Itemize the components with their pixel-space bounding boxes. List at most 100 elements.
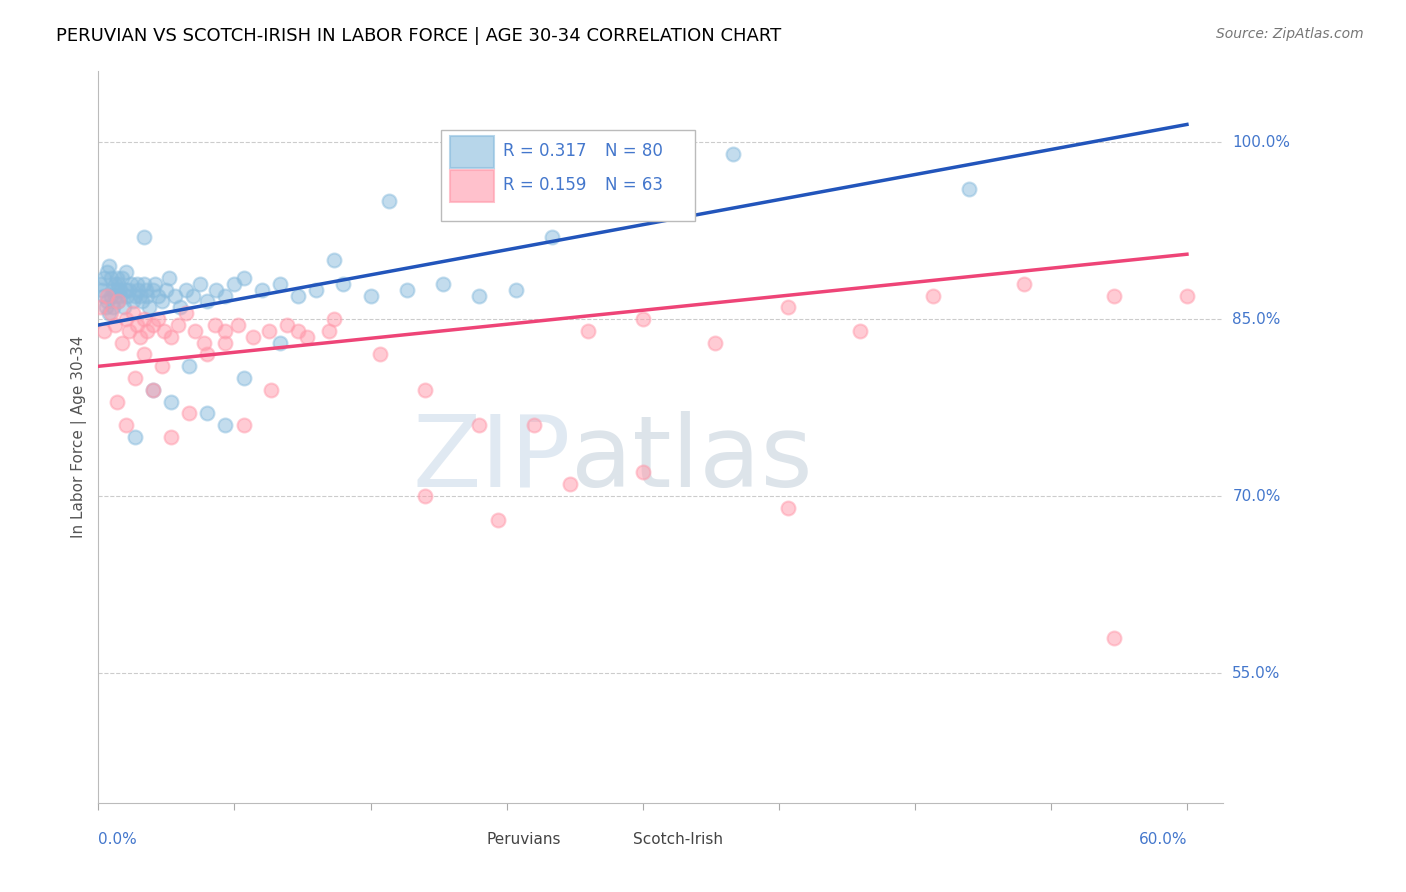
Point (957, 182, 980, 196)
Point (108, 283, 131, 297)
Point (377, 194, 399, 208)
Point (204, 318, 226, 332)
Point (150, 359, 173, 374)
Point (169, 301, 191, 315)
Point (395, 283, 418, 297)
Point (124, 430, 146, 444)
Text: Source: ZipAtlas.com: Source: ZipAtlas.com (1216, 27, 1364, 41)
Point (132, 277, 155, 291)
Text: PERUVIAN VS SCOTCH-IRISH IN LABOR FORCE | AGE 30-34 CORRELATION CHART: PERUVIAN VS SCOTCH-IRISH IN LABOR FORCE … (56, 27, 782, 45)
Y-axis label: In Labor Force | Age 30-34: In Labor Force | Age 30-34 (72, 335, 87, 539)
Text: atlas: atlas (571, 410, 813, 508)
Text: N = 63: N = 63 (605, 176, 662, 194)
Point (776, 500, 799, 515)
Point (124, 371, 146, 385)
Point (96, 294, 118, 309)
Point (114, 265, 136, 279)
Point (257, 324, 280, 338)
Point (776, 301, 799, 315)
Point (143, 277, 166, 291)
Text: 0.0%: 0.0% (98, 832, 138, 847)
Point (468, 418, 491, 433)
Point (295, 330, 318, 344)
Point (111, 270, 134, 285)
Point (704, 335, 727, 350)
Point (413, 489, 436, 503)
Point (631, 312, 654, 326)
Point (112, 301, 135, 315)
Point (214, 324, 236, 338)
Point (631, 466, 654, 480)
Point (108, 288, 131, 302)
FancyBboxPatch shape (450, 136, 495, 168)
Point (155, 283, 177, 297)
Point (104, 277, 127, 291)
Point (1104, 288, 1126, 302)
Text: 100.0%: 100.0% (1232, 135, 1291, 150)
Text: 60.0%: 60.0% (1139, 832, 1187, 847)
Point (214, 418, 236, 433)
Text: N = 80: N = 80 (605, 142, 662, 160)
FancyBboxPatch shape (441, 130, 695, 221)
Point (1175, 288, 1198, 302)
Point (117, 288, 139, 302)
Point (305, 283, 328, 297)
Point (360, 288, 382, 302)
Point (179, 359, 201, 374)
Point (323, 312, 346, 326)
Point (505, 283, 527, 297)
Point (148, 312, 170, 326)
Point (167, 318, 190, 332)
FancyBboxPatch shape (585, 827, 624, 852)
Point (1012, 277, 1035, 291)
Point (224, 277, 246, 291)
Point (368, 347, 391, 361)
Point (232, 418, 254, 433)
Point (93, 288, 115, 302)
Point (105, 394, 128, 409)
Point (523, 418, 546, 433)
Text: Scotch-Irish: Scotch-Irish (633, 832, 723, 847)
Point (188, 277, 211, 291)
Point (242, 330, 264, 344)
Point (922, 288, 945, 302)
Point (174, 306, 197, 320)
Point (152, 324, 174, 338)
Point (163, 288, 186, 302)
Point (107, 277, 129, 291)
Point (100, 270, 122, 285)
Point (131, 294, 153, 309)
Point (250, 283, 273, 297)
Point (450, 182, 472, 196)
Point (631, 159, 654, 173)
Point (323, 253, 346, 268)
Point (94, 301, 117, 315)
Point (107, 294, 129, 309)
Point (226, 318, 249, 332)
Point (129, 288, 152, 302)
Point (232, 371, 254, 385)
Point (142, 283, 165, 297)
Point (195, 347, 218, 361)
Point (98, 306, 121, 320)
Point (468, 288, 491, 302)
Point (98, 259, 121, 273)
Point (1104, 631, 1126, 645)
Point (179, 407, 201, 421)
Point (136, 288, 159, 302)
Point (89, 301, 111, 315)
Point (114, 418, 136, 433)
Point (432, 277, 454, 291)
Point (114, 312, 136, 326)
Point (91, 283, 114, 297)
Point (138, 301, 160, 315)
Point (195, 407, 218, 421)
Point (232, 270, 254, 285)
Point (118, 283, 141, 297)
Point (276, 318, 298, 332)
Point (558, 477, 581, 491)
Point (142, 318, 165, 332)
Text: R = 0.317: R = 0.317 (503, 142, 586, 160)
Point (486, 513, 509, 527)
Point (96, 265, 118, 279)
